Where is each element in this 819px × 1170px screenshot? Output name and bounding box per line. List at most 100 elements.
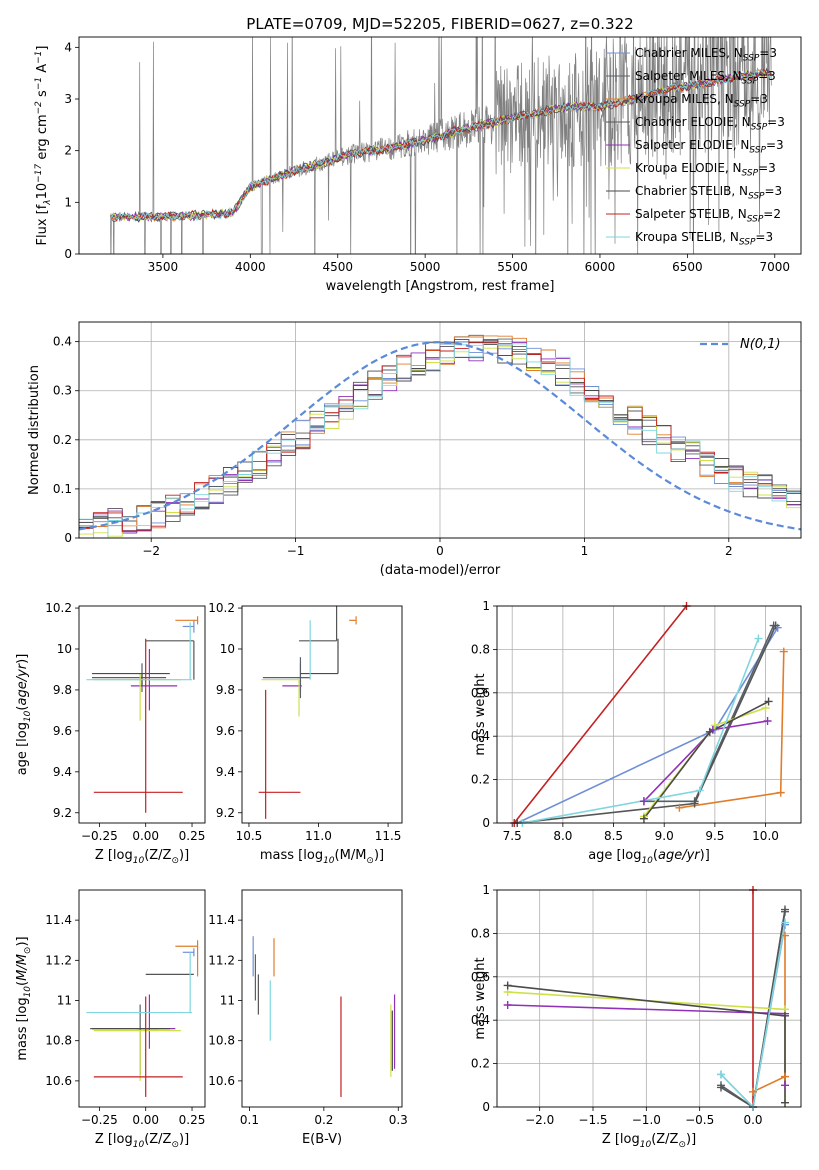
weight-marker: [776, 788, 785, 797]
weight-marker: [781, 918, 789, 927]
plot-area-4: [513, 606, 785, 823]
x-tick-label: 5000: [410, 260, 441, 274]
weight-marker: [764, 697, 773, 706]
y-tick-label: 0: [482, 816, 490, 830]
y-tick-label: 9.4: [216, 765, 235, 779]
x-tick-label: 1: [581, 544, 589, 558]
panel-2: [75, 605, 206, 827]
legend-label: Salpeter ELODIE, NSSP​=3: [635, 138, 784, 156]
y-tick-label: 9.8: [216, 683, 235, 697]
weight-line-4: [643, 720, 768, 802]
y-tick-label: 0.4: [471, 729, 490, 743]
weight-line-3: [720, 909, 786, 1107]
x-tick-label: 9.5: [705, 829, 724, 843]
weight-marker: [639, 814, 648, 823]
panel-3: [238, 605, 403, 827]
y-tick-label: 9.6: [216, 724, 235, 738]
weight-marker: [754, 634, 763, 643]
y-axis-label: Normed distribution: [27, 365, 42, 495]
legend-label: Kroupa STELIB, NSSP​=3: [635, 230, 773, 248]
x-tick-label: 9.0: [655, 829, 674, 843]
y-tick-label: 9.4: [53, 765, 72, 779]
axes-frame: [78, 889, 206, 1108]
y-tick-label: 9.6: [53, 724, 72, 738]
y-tick-label: 0: [64, 531, 72, 545]
x-tick-label: 4000: [235, 260, 266, 274]
x-tick-label: 4500: [322, 260, 353, 274]
weight-marker: [690, 799, 699, 808]
y-tick-label: 10.8: [45, 1034, 72, 1048]
panel-0: [75, 36, 802, 258]
axes-frame: [496, 889, 802, 1108]
weight-line-1: [643, 625, 775, 803]
y-tick-label: 0.6: [471, 686, 490, 700]
x-tick-label: −2: [142, 544, 160, 558]
x-tick-label: 6500: [672, 260, 703, 274]
x-tick-label: 0.2: [314, 1113, 333, 1127]
y-tick-label: 0.2: [471, 1057, 490, 1071]
y-tick-label: 0.4: [53, 335, 72, 349]
y-axis-label: mass [log10​(M/M⊙​)]: [15, 936, 33, 1060]
x-tick-label: 2: [725, 544, 733, 558]
x-tick-label: −0.25: [81, 1113, 118, 1127]
axes-frame: [241, 605, 403, 824]
y-tick-label: 0: [482, 1100, 490, 1114]
plot-area-2: [86, 616, 199, 813]
y-tick-label: 4: [64, 40, 72, 54]
y-tick-label: 11.4: [45, 913, 72, 927]
legend-label: Salpeter MILES, NSSP​=3: [635, 69, 776, 87]
plot-area-0: [110, 37, 772, 254]
legend-label: Chabrier STELIB, NSSP​=3: [635, 184, 782, 202]
x-axis-label: mass [log10​(M/M⊙​)]: [260, 848, 384, 866]
weight-marker: [781, 931, 789, 940]
x-tick-label: 0.1: [240, 1113, 259, 1127]
x-tick-label: 0.00: [132, 1113, 159, 1127]
x-tick-label: 11.0: [305, 829, 332, 843]
legend: Chabrier MILES, NSSP​=3 Salpeter MILES, N…: [606, 46, 785, 248]
weight-marker: [717, 1070, 725, 1079]
weight-marker: [781, 1011, 789, 1020]
weight-marker: [781, 1081, 789, 1090]
histogram-step-7: [79, 341, 801, 532]
y-tick-label: 0.2: [53, 433, 72, 447]
weight-marker: [639, 797, 648, 806]
y-tick-label: 0.4: [471, 1013, 490, 1027]
legend-label: N(0,1): [740, 337, 781, 352]
weight-marker: [695, 786, 704, 795]
y-tick-label: 0.6: [471, 970, 490, 984]
y-axis-label: mass weight: [473, 673, 488, 755]
weight-marker: [781, 1072, 789, 1081]
weight-marker: [710, 721, 719, 730]
x-axis-label: age [log10​(age/yr)]: [588, 848, 710, 866]
x-tick-label: −1: [287, 544, 305, 558]
weight-marker: [675, 803, 684, 812]
axes-frame: [78, 321, 802, 539]
x-tick-label: −0.25: [81, 829, 118, 843]
weight-marker: [763, 717, 772, 726]
chart-title: PLATE=0709, MJD=52205, FIBERID=0627, z=0…: [246, 15, 633, 33]
x-axis-label: Z [log10​(Z/Z⊙​)]: [95, 1132, 189, 1150]
weight-marker: [705, 727, 714, 736]
y-tick-label: 10: [220, 642, 235, 656]
x-tick-label: 7.5: [503, 829, 522, 843]
x-tick-label: −1.0: [632, 1113, 661, 1127]
weight-marker: [761, 703, 770, 712]
weight-marker: [779, 647, 788, 656]
legend-label: Kroupa MILES, NSSP​=3: [635, 92, 768, 110]
x-tick-label: −2.0: [525, 1113, 554, 1127]
y-tick-label: 2: [64, 144, 72, 158]
legend-label: Salpeter STELIB, NSSP​=2: [635, 207, 781, 225]
y-tick-label: 0.3: [53, 384, 72, 398]
y-axis-label: age [log10​(age/yr)]: [15, 654, 33, 776]
x-tick-label: 8.0: [553, 829, 572, 843]
plot-area-3: [258, 606, 357, 819]
y-tick-label: 11.4: [208, 913, 235, 927]
y-tick-label: 10.2: [208, 601, 235, 615]
y-tick-label: 1: [64, 195, 72, 209]
y-tick-label: 10.8: [208, 1034, 235, 1048]
y-tick-label: 11.2: [208, 953, 235, 967]
y-tick-label: 9.8: [53, 683, 72, 697]
x-tick-label: 5500: [497, 260, 528, 274]
y-tick-label: 0.8: [471, 926, 490, 940]
